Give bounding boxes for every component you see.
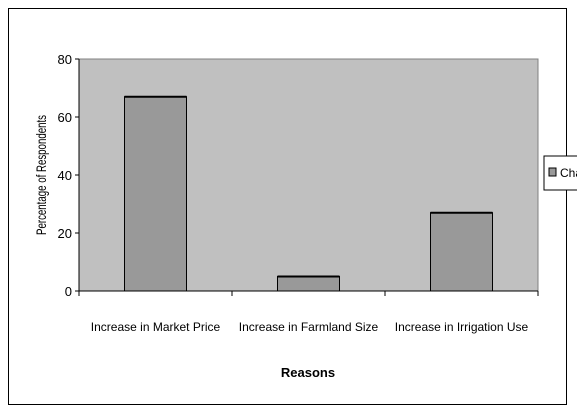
- x-axis-title: Reasons: [281, 365, 335, 380]
- bar-1: [124, 96, 187, 292]
- x-category-label: Increase in Irrigation Use: [395, 320, 529, 334]
- y-axis-title: Percentage of Respondents: [33, 115, 49, 235]
- bar-2: [277, 276, 340, 292]
- bar-3: [430, 212, 493, 292]
- y-tick-label: 40: [58, 168, 72, 183]
- y-ticks-group: 0 20 40 60 80: [58, 52, 79, 299]
- y-tick-label: 20: [58, 226, 72, 241]
- legend: Cha: [543, 155, 577, 191]
- y-tick-label: 80: [58, 52, 72, 67]
- legend-swatch: [548, 167, 557, 177]
- x-category-label: Increase in Market Price: [91, 320, 221, 334]
- x-ticks-group: Increase in Market Price Increase in Farm…: [78, 291, 539, 334]
- bars-group: [124, 95, 493, 292]
- x-category-label: Increase in Farmland Size: [239, 320, 379, 334]
- y-tick-label: 60: [58, 110, 72, 125]
- y-tick-label: 0: [65, 284, 72, 299]
- legend-label: Cha: [560, 166, 577, 180]
